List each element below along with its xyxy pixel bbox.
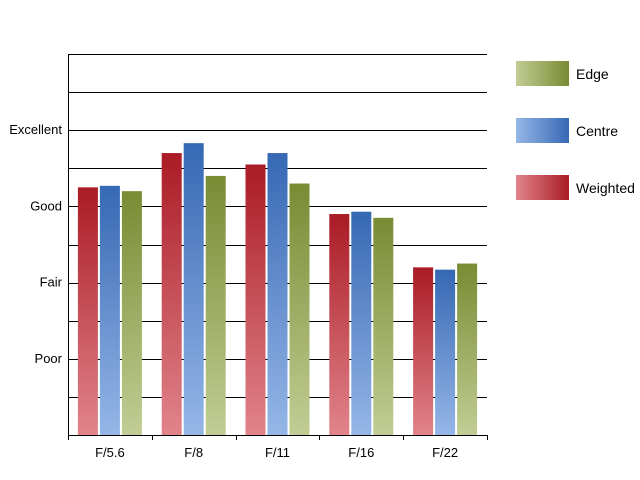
bar-edge-f8 bbox=[205, 175, 226, 436]
y-tick-label: Excellent bbox=[9, 122, 62, 137]
legend-swatch-weighted bbox=[516, 175, 569, 200]
bar-weighted-f16 bbox=[329, 214, 350, 435]
bar-centre-f22 bbox=[435, 269, 456, 435]
bar-weighted-f22 bbox=[413, 267, 434, 435]
y-tick-label: Fair bbox=[40, 275, 63, 290]
x-tick-label: F/22 bbox=[432, 445, 458, 460]
bar-centre-f16 bbox=[351, 211, 372, 435]
x-tick-label: F/5.6 bbox=[95, 445, 125, 460]
bar-weighted-f8 bbox=[161, 153, 182, 435]
legend: Edge Centre Weighted bbox=[516, 61, 635, 200]
bar-weighted-f11 bbox=[245, 164, 266, 436]
legend-label-weighted: Weighted bbox=[576, 180, 635, 196]
bar-edge-f16 bbox=[373, 217, 394, 435]
bars bbox=[77, 143, 478, 436]
bar-centre-f11 bbox=[267, 153, 288, 435]
x-tick-label: F/8 bbox=[184, 445, 203, 460]
legend-swatch-edge bbox=[516, 61, 569, 86]
y-tick-label: Poor bbox=[35, 351, 63, 366]
bar-weighted-f56 bbox=[77, 187, 98, 435]
y-tick-label: Good bbox=[30, 198, 62, 213]
bar-centre-f56 bbox=[99, 185, 120, 435]
bar-centre-f8 bbox=[183, 143, 204, 436]
x-tick-label: F/11 bbox=[265, 445, 290, 460]
bar-edge-f22 bbox=[457, 263, 478, 435]
axes: F/5.6 F/8 F/11 F/16 F/22 Poor Fair Good Excellen… bbox=[9, 54, 488, 460]
legend-swatch-centre bbox=[516, 118, 569, 143]
legend-label-centre: Centre bbox=[576, 123, 618, 139]
bar-edge-f56 bbox=[121, 191, 142, 435]
legend-label-edge: Edge bbox=[576, 66, 609, 82]
bar-edge-f11 bbox=[289, 183, 310, 435]
x-tick-label: F/16 bbox=[348, 445, 374, 460]
